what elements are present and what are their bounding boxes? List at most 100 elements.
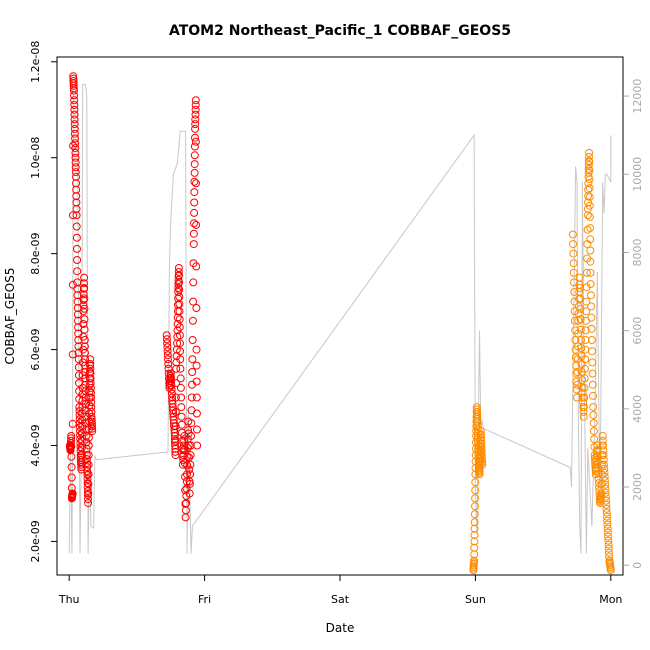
data-point [599,446,608,455]
data-point [572,369,581,378]
data-point [84,495,92,504]
data-point [86,355,95,364]
data-point [87,388,95,397]
data-point [163,351,172,360]
data-point [575,280,584,289]
data-point [593,447,602,456]
data-point [69,211,77,220]
plot-frame [56,56,624,576]
data-point [603,528,612,537]
data-point [72,198,81,207]
y2-tick-label: 6000 [631,317,644,345]
data-point [167,373,175,382]
data-point [162,331,171,340]
y2-tick-label: 10000 [631,157,644,192]
data-point [177,420,186,429]
data-point [192,409,201,418]
data-point [176,339,184,348]
data-point [191,110,200,119]
data-point [177,412,186,421]
data-point [162,335,171,344]
y-axis: 2.0e-09 4.0e-09 6.0e-09 8.0e-09 1.0e-08 1.2e-… [29,41,57,563]
data-point [597,491,606,500]
data-point [584,179,593,188]
data-point [600,468,609,477]
data-point [470,531,479,539]
data-point [83,479,92,488]
data-point [588,347,597,356]
data-point [76,431,85,440]
data-point [77,429,86,438]
data-point [569,249,578,258]
data-point [85,380,94,389]
data-point [79,290,88,299]
data-point [585,152,593,161]
altitude-line [68,83,612,554]
data-point [192,304,201,312]
data-point [177,403,186,412]
data-point [67,434,76,443]
data-point [573,380,582,389]
data-point [192,262,201,271]
data-point [187,419,196,428]
data-point [185,465,194,474]
data-point [72,192,81,201]
data-point [71,144,80,153]
data-point [188,336,197,344]
data-point [586,280,595,288]
x-tick-label: Mon [599,593,622,606]
data-point [174,294,183,303]
x-tick-label: Fri [198,593,211,606]
data-point [71,153,80,162]
data-point [599,451,608,460]
data-point [72,222,81,231]
data-point [599,455,608,464]
data-point [587,313,596,322]
data-point [70,120,79,129]
x-axis: Thu Fri Sat Sun Mon [58,575,622,606]
x-tick-label: Sat [331,593,350,606]
data-point [570,316,579,325]
data-point [181,513,190,522]
data-point [70,91,78,100]
data-point [189,240,198,249]
data-point [84,470,93,479]
data-point [85,417,94,426]
data-point [176,383,185,392]
data-point [80,325,89,334]
data-point [590,435,599,444]
data-point [580,364,589,373]
data-point [184,426,193,435]
y-tick-label: 1.2e-08 [29,41,42,83]
data-point [192,220,201,229]
data-point [584,160,593,169]
data-point [570,278,578,287]
chart-title: ATOM2 Northeast_Pacific_1 COBBAF_GEOS5 [169,23,511,39]
data-point [80,342,89,351]
data-point [581,326,590,335]
data-point [175,300,184,308]
data-point [190,208,199,217]
data-point [175,323,184,332]
data-point [477,436,486,445]
data-point [587,291,595,300]
data-point [84,433,93,442]
y2-tick-label: 12000 [631,79,644,114]
data-point [81,393,90,402]
data-point [70,129,79,138]
data-point [67,463,76,472]
data-point [84,451,93,460]
data-point [171,447,180,456]
data-point [584,198,592,207]
data-point [600,472,609,481]
y2-tick-label: 4000 [631,395,644,423]
data-point [572,377,581,386]
data-point [67,442,76,451]
data-point [471,486,480,495]
data-point [67,452,76,461]
data-point [191,105,200,114]
data-point [189,278,198,287]
data-point [586,246,595,255]
data-point [66,439,75,448]
data-point [589,403,598,412]
